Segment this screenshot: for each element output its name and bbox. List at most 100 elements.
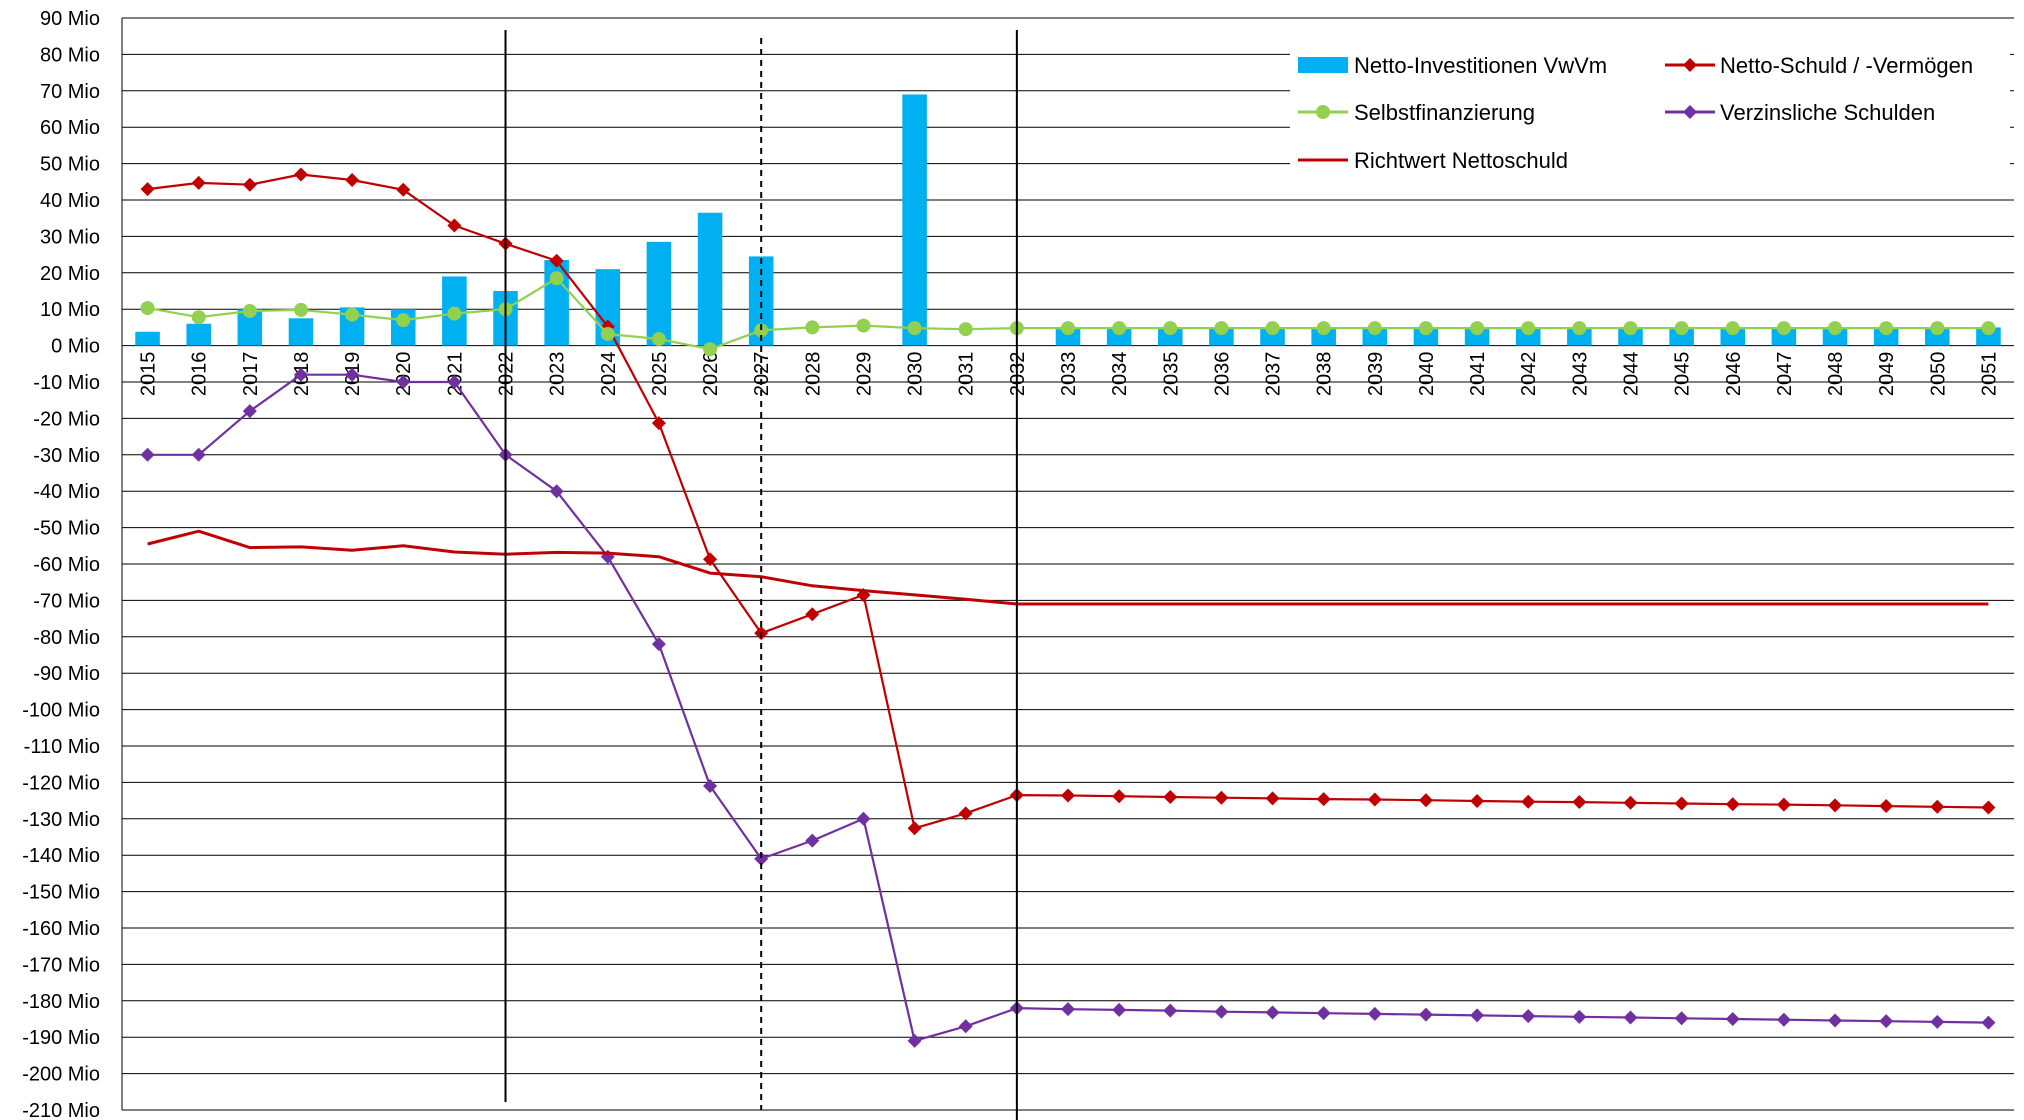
point-diamond (1265, 791, 1280, 806)
point-diamond (1776, 797, 1791, 812)
bar (1976, 327, 2001, 346)
gridlines (122, 17, 2014, 1111)
x-tick-label: 2029 (853, 352, 875, 397)
y-tick-label: -80 Mio (33, 627, 100, 649)
legend-label-4: Richtwert Nettoschuld (1354, 148, 1568, 173)
point-circle (1572, 321, 1587, 336)
point-circle (447, 306, 462, 321)
x-tick-label: 2035 (1160, 352, 1182, 397)
point-diamond (1674, 1011, 1689, 1026)
point-diamond (549, 253, 564, 268)
point-circle (1061, 321, 1075, 336)
legend-label-1: Netto-Schuld / -Vermögen (1720, 53, 1973, 78)
legend-item-2: Selbstfinanzierung (1298, 100, 1535, 125)
bar (1618, 327, 1643, 346)
x-tick-label: 2051 (1978, 352, 2000, 397)
point-diamond (651, 416, 666, 431)
legend-background (1290, 44, 2010, 184)
bar (1464, 327, 1490, 346)
point-diamond (1470, 793, 1485, 808)
y-tick-label: 30 Mio (40, 226, 100, 248)
point-diamond (1061, 1002, 1075, 1017)
point-diamond (958, 1019, 973, 1034)
x-tick-label: 2026 (700, 352, 722, 397)
x-tick-label: 2050 (1927, 352, 1949, 397)
legend-label-3: Verzinsliche Schulden (1720, 100, 1935, 125)
point-diamond (345, 172, 360, 187)
point-diamond (191, 447, 206, 462)
y-tick-label: -160 Mio (22, 918, 100, 940)
point-circle (805, 320, 820, 335)
point-circle (191, 310, 206, 325)
bar (1925, 327, 1950, 346)
series-line (147, 529, 1989, 606)
x-tick-label: 2016 (189, 352, 211, 397)
point-diamond (1316, 1006, 1331, 1021)
point-diamond (754, 851, 769, 866)
bar (697, 212, 723, 346)
point-diamond (1981, 800, 1996, 815)
legend-swatch-circle (1316, 105, 1330, 119)
point-diamond (1572, 795, 1587, 810)
point-diamond (549, 484, 564, 499)
y-tick-label: 80 Mio (40, 44, 100, 66)
point-diamond (1623, 795, 1638, 810)
point-diamond (1521, 1009, 1536, 1024)
point-diamond (293, 367, 308, 382)
point-diamond (703, 552, 718, 567)
legend-label-2: Selbstfinanzierung (1354, 100, 1535, 125)
y-tick-label: 70 Mio (40, 81, 100, 103)
y-axis: 90 Mio 80 Mio 70 Mio 60 Mio 50 Mio 40 Mio 30 M… (22, 8, 123, 1120)
point-diamond (805, 607, 820, 622)
y-tick-label: -140 Mio (22, 845, 100, 867)
x-tick-label: 2037 (1263, 352, 1285, 397)
point-diamond (1112, 789, 1127, 804)
bar (1413, 327, 1439, 346)
x-tick-label: 2043 (1569, 352, 1591, 397)
point-diamond (447, 218, 462, 233)
point-diamond (396, 182, 411, 197)
legend-swatch-bar (1298, 57, 1348, 73)
x-tick-label: 2046 (1723, 352, 1745, 397)
point-diamond (1981, 1015, 1996, 1030)
y-tick-label: -170 Mio (22, 954, 100, 976)
legend-item-0: Netto-Investitionen VwVm (1298, 53, 1607, 78)
y-tick-label: 50 Mio (40, 154, 100, 176)
y-tick-label: -20 Mio (33, 408, 100, 430)
bar (1157, 327, 1183, 346)
point-circle (856, 318, 871, 333)
y-tick-label: 10 Mio (40, 299, 100, 321)
point-diamond (191, 175, 206, 190)
y-tick-label: -60 Mio (33, 554, 100, 576)
x-tick-label: 2020 (393, 352, 415, 397)
x-tick-label: 2049 (1876, 352, 1898, 397)
point-circle (1521, 321, 1536, 336)
x-tick-label: 2030 (905, 352, 927, 397)
point-diamond (1367, 792, 1382, 807)
point-circle (242, 304, 257, 319)
legend: Netto-Investitionen VwVm Netto-Schuld / … (1290, 44, 2010, 184)
point-circle (396, 313, 411, 328)
x-tick-label: 2039 (1365, 352, 1387, 397)
x-tick-label: 2024 (598, 352, 620, 397)
x-tick-label: 2040 (1416, 352, 1438, 397)
y-tick-label: -90 Mio (33, 663, 100, 685)
point-diamond (293, 167, 308, 182)
point-diamond (958, 806, 973, 821)
x-tick-label: 2045 (1672, 352, 1694, 397)
point-diamond (703, 779, 718, 794)
point-circle (651, 332, 666, 347)
point-circle (345, 307, 360, 322)
point-diamond (651, 637, 666, 652)
point-diamond (1316, 792, 1331, 807)
bar (1106, 327, 1132, 346)
x-tick-label: 2025 (649, 352, 671, 397)
point-circle (958, 322, 973, 337)
y-tick-label: -190 Mio (22, 1027, 100, 1049)
bar (1260, 327, 1285, 346)
x-tick-label: 2047 (1774, 352, 1796, 397)
legend-item-1: Netto-Schuld / -Vermögen (1665, 53, 1973, 78)
x-tick-label: 2021 (444, 352, 466, 397)
y-tick-label: -100 Mio (22, 700, 100, 722)
legend-item-4: Richtwert Nettoschuld (1298, 148, 1568, 173)
